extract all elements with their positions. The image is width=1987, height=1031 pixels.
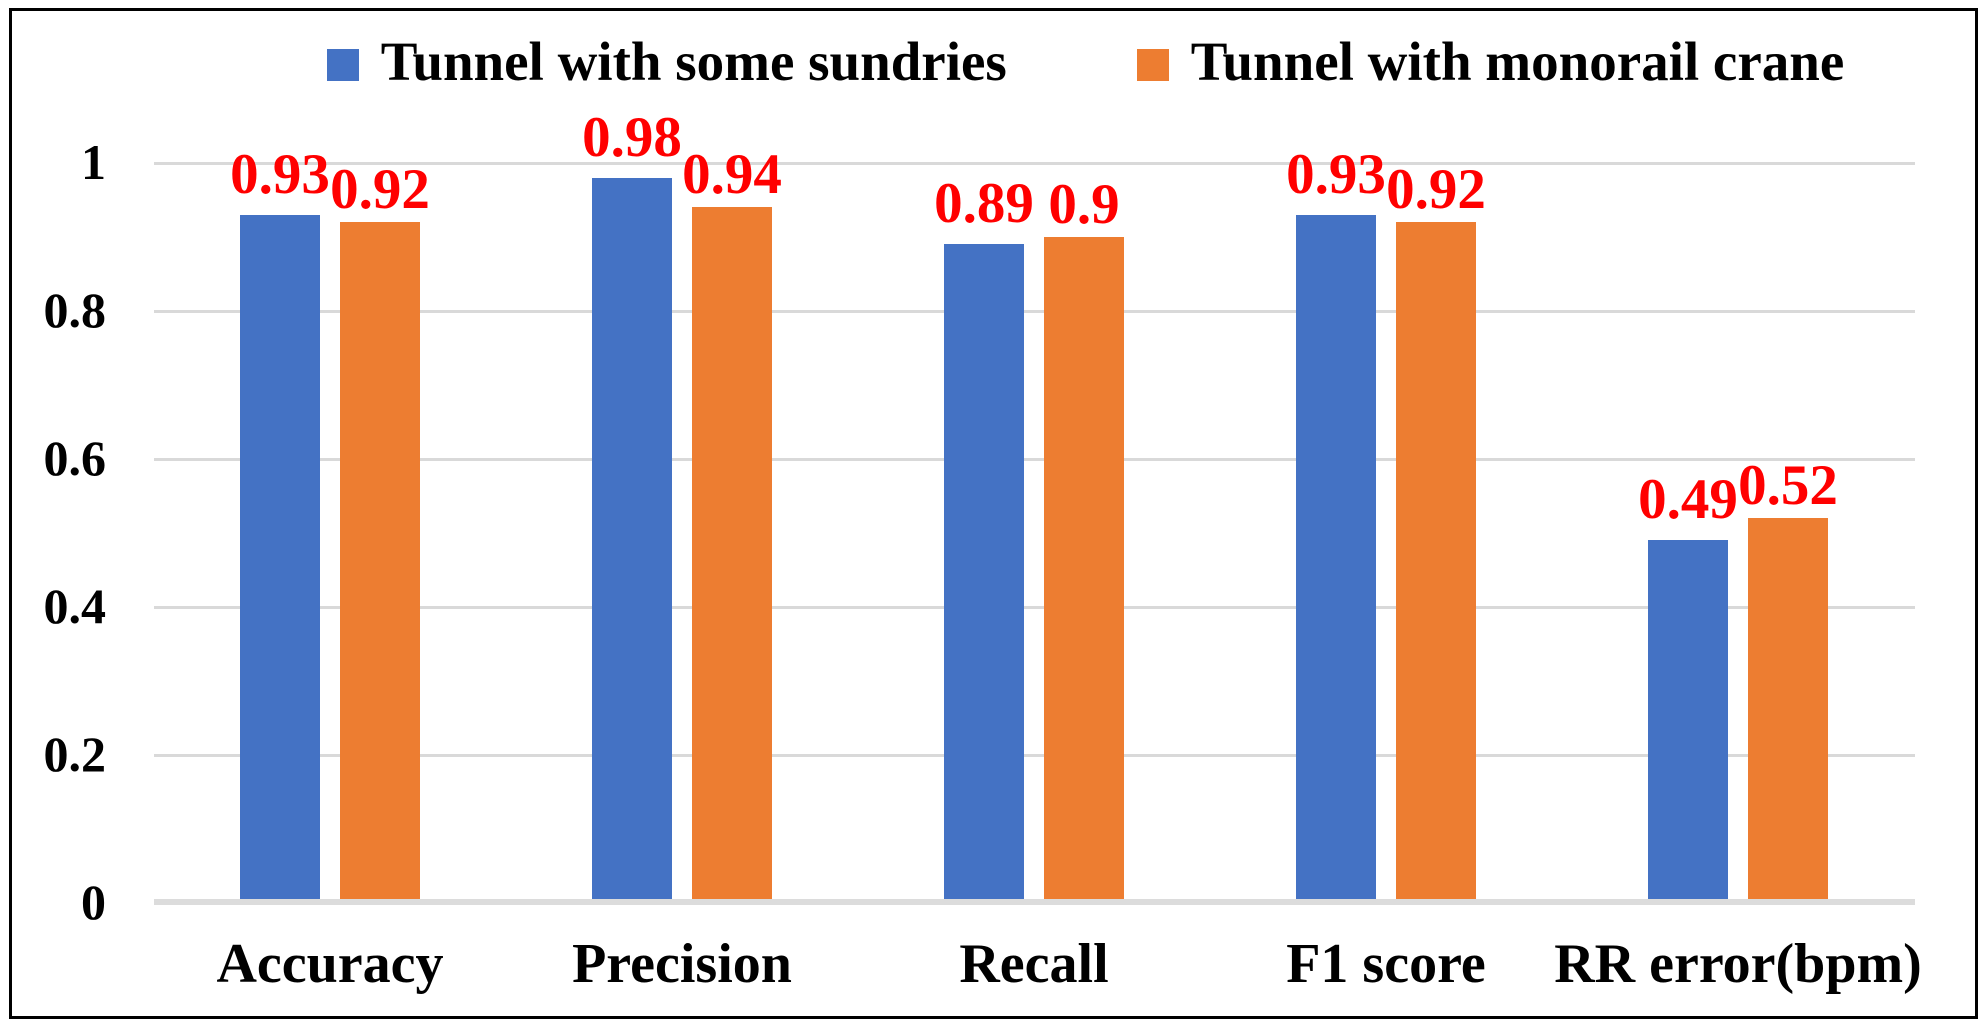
x-axis-category-label: RR error(bpm)	[1554, 933, 1922, 995]
legend-swatch-orange-icon	[1136, 48, 1169, 81]
gridline	[154, 458, 1915, 461]
data-label: 0.92	[330, 158, 430, 221]
data-label: 0.94	[682, 143, 782, 206]
bar-sundries-recall	[944, 244, 1024, 899]
legend-label-monorail: Tunnel with monorail crane	[1190, 31, 1845, 92]
bar-monorail-accuracy	[340, 222, 420, 899]
y-axis-tick-label: 0.8	[43, 282, 107, 338]
legend-swatch-blue-icon	[326, 48, 359, 81]
bar-monorail-precision	[692, 207, 772, 899]
data-label: 0.93	[230, 143, 330, 206]
data-label: 0.89	[934, 172, 1034, 235]
bar-monorail-rr-error-bpm-	[1748, 518, 1828, 899]
y-axis-tick-label: 0.2	[43, 726, 107, 782]
data-label: 0.9	[1048, 173, 1120, 236]
gridline	[154, 162, 1915, 165]
data-label: 0.93	[1286, 143, 1386, 206]
bar-sundries-rr-error-bpm-	[1648, 540, 1728, 899]
y-axis-tick-label: 0.4	[43, 578, 107, 634]
legend-label-sundries: Tunnel with some sundries	[380, 31, 1007, 92]
y-axis-tick-label: 1	[81, 134, 106, 190]
gridline	[154, 754, 1915, 757]
x-axis-category-label: Accuracy	[216, 933, 444, 995]
gridline	[154, 310, 1915, 313]
data-label: 0.52	[1738, 454, 1838, 517]
x-axis-category-label: Recall	[959, 933, 1109, 995]
y-axis-tick-label: 0.6	[43, 430, 107, 486]
bar-sundries-accuracy	[240, 215, 320, 899]
x-axis-category-label: Precision	[572, 933, 792, 995]
bar-sundries-precision	[592, 178, 672, 899]
y-axis-tick-label: 0	[81, 874, 106, 930]
chart-legend: Tunnel with some sundries Tunnel with mo…	[92, 34, 1987, 89]
legend-item-sundries: Tunnel with some sundries	[326, 31, 1007, 92]
bar-sundries-f1-score	[1296, 215, 1376, 899]
chart-frame-border	[9, 8, 1978, 1019]
x-axis-baseline	[154, 899, 1915, 905]
bar-monorail-f1-score	[1396, 222, 1476, 899]
data-label: 0.98	[582, 106, 682, 169]
data-label: 0.92	[1386, 158, 1486, 221]
legend-item-monorail: Tunnel with monorail crane	[1136, 31, 1845, 92]
bar-monorail-recall	[1044, 237, 1124, 899]
data-label: 0.49	[1638, 468, 1738, 531]
gridline	[154, 606, 1915, 609]
x-axis-category-label: F1 score	[1286, 933, 1486, 995]
